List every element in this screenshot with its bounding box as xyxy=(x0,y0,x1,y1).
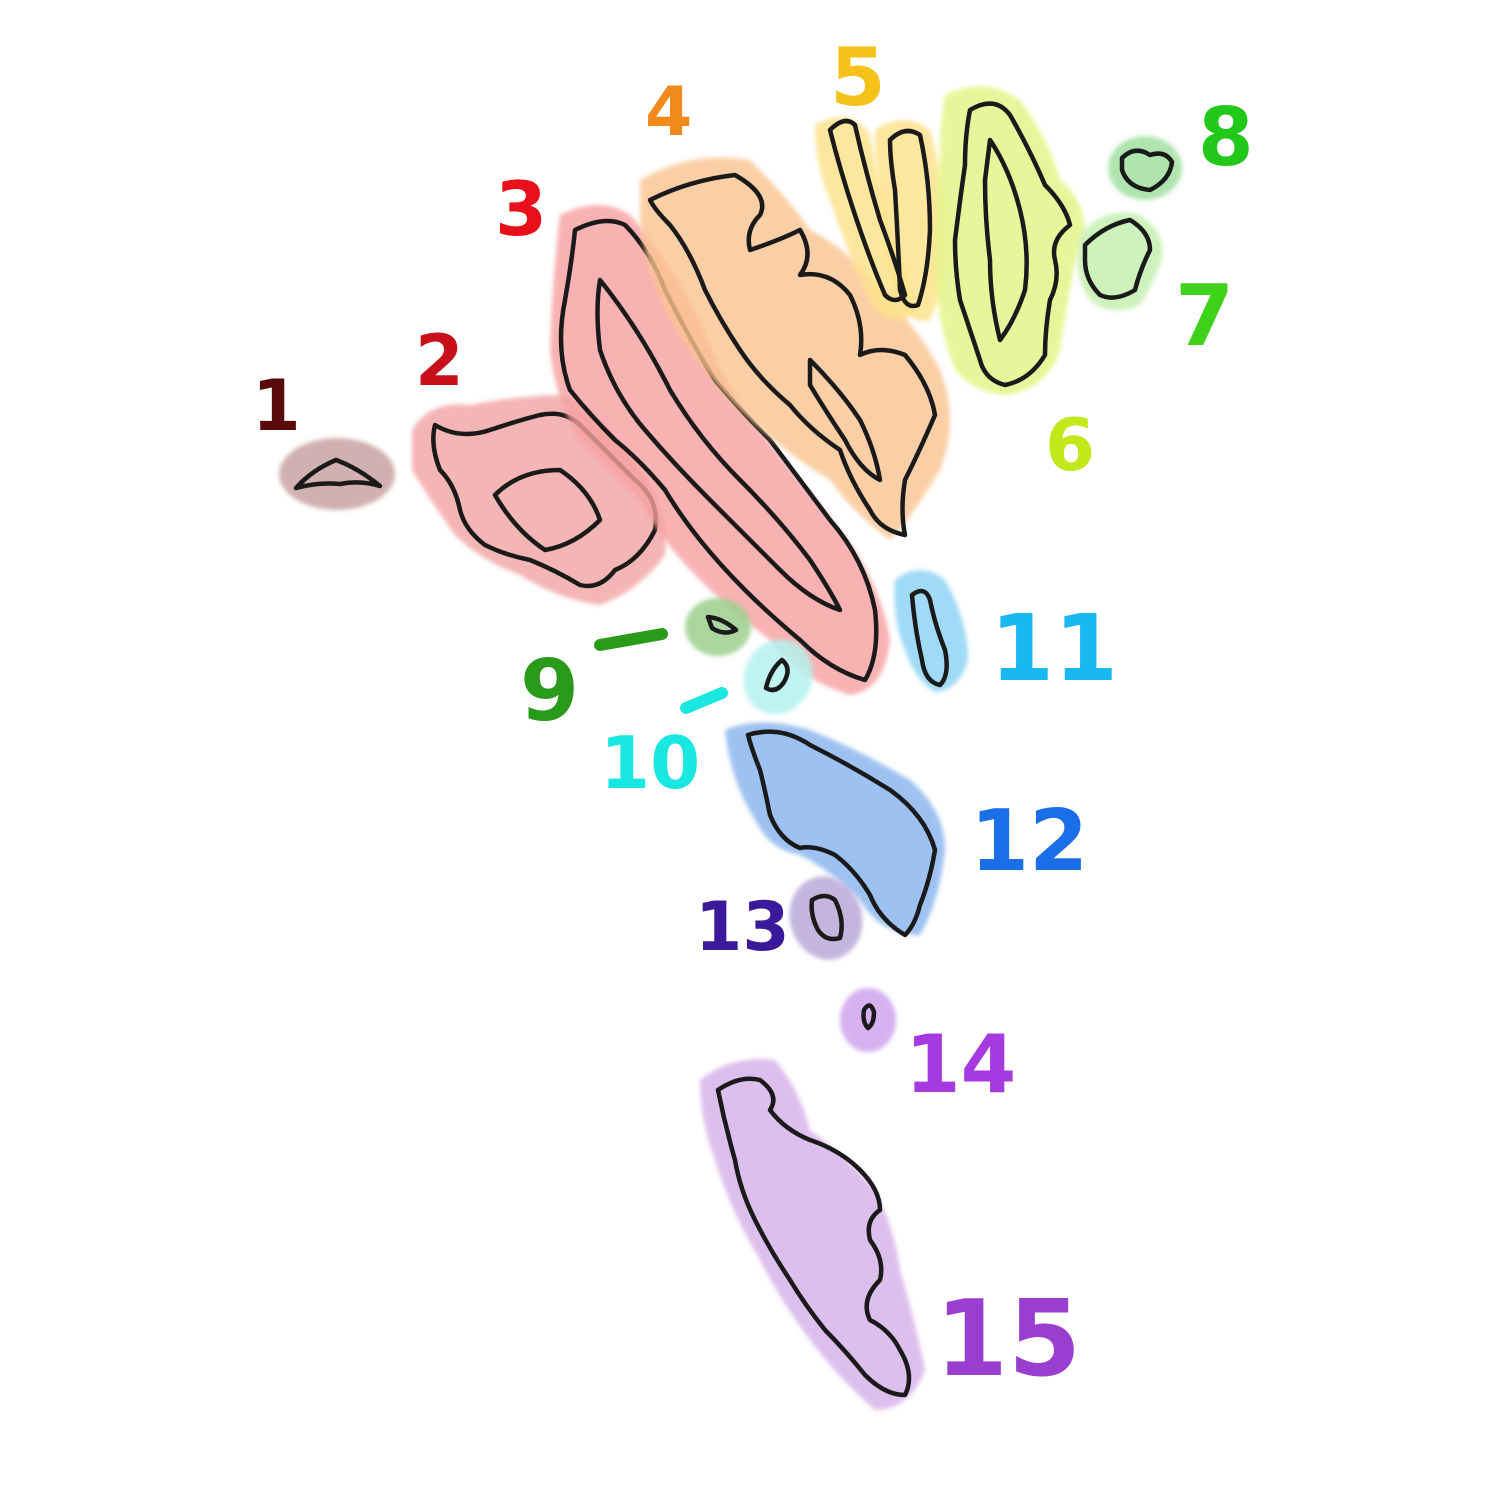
label-8: 8 xyxy=(1198,91,1254,184)
label-13: 13 xyxy=(695,888,790,967)
label-10: 10 xyxy=(600,721,700,805)
label-15: 15 xyxy=(935,1278,1081,1400)
island-1[interactable] xyxy=(279,438,395,510)
label-5: 5 xyxy=(830,31,886,124)
label-4: 4 xyxy=(645,73,692,152)
island-12[interactable] xyxy=(725,722,945,938)
island-6[interactable] xyxy=(935,86,1085,395)
label-1: 1 xyxy=(252,365,301,447)
island-9[interactable] xyxy=(685,598,751,656)
label-12: 12 xyxy=(970,792,1088,891)
label-11: 11 xyxy=(990,595,1118,702)
leader-line-9 xyxy=(594,628,668,651)
island-4[interactable] xyxy=(640,157,950,541)
island-15[interactable] xyxy=(700,1059,925,1410)
island-8[interactable] xyxy=(1108,136,1182,200)
label-6: 6 xyxy=(1045,403,1095,487)
leader-line-10 xyxy=(680,687,728,714)
island-11[interactable] xyxy=(894,570,968,692)
label-9: 9 xyxy=(520,642,579,741)
island-13[interactable] xyxy=(780,868,871,968)
label-14: 14 xyxy=(905,1018,1016,1111)
island-10[interactable] xyxy=(731,628,825,726)
island-14[interactable] xyxy=(840,988,896,1052)
island-5[interactable] xyxy=(815,117,945,321)
label-2: 2 xyxy=(415,320,464,402)
label-7: 7 xyxy=(1175,267,1234,366)
label-3: 3 xyxy=(495,165,547,253)
island-7[interactable] xyxy=(1077,212,1163,311)
